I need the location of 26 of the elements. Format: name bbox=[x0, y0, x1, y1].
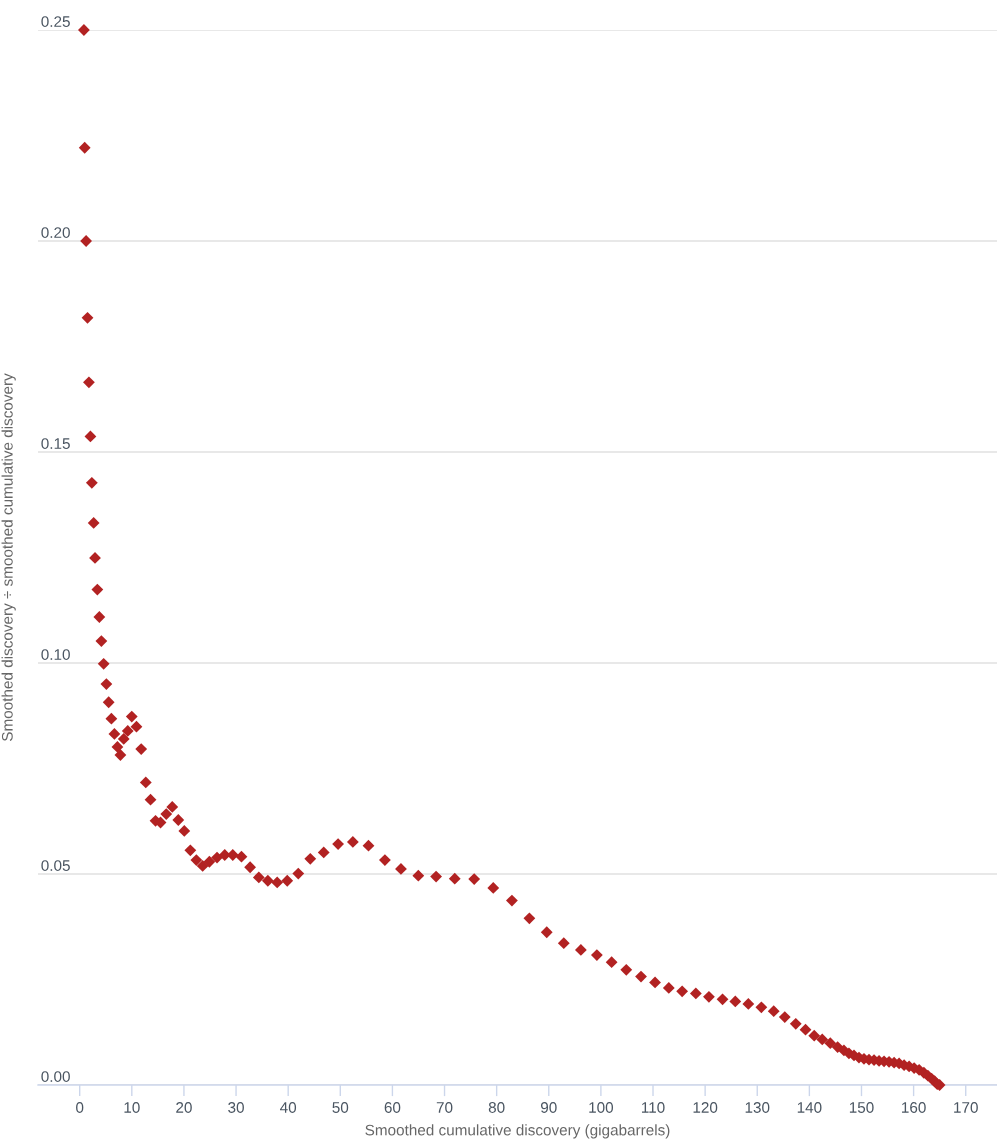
x-tick-label: 50 bbox=[332, 1102, 349, 1113]
y-tick-label: 0.00 bbox=[41, 1071, 70, 1082]
x-tick-label: 80 bbox=[488, 1102, 505, 1113]
x-tick-label: 150 bbox=[849, 1102, 874, 1113]
x-tick-label: 90 bbox=[540, 1102, 557, 1113]
x-tick-label: 120 bbox=[693, 1102, 718, 1113]
x-tick-label: 40 bbox=[280, 1102, 297, 1113]
x-tick-label: 110 bbox=[642, 1102, 665, 1113]
x-axis-title: Smoothed cumulative discovery (gigabarrels) bbox=[365, 1124, 670, 1139]
x-tick-label: 160 bbox=[902, 1102, 926, 1113]
x-tick-label: 60 bbox=[384, 1102, 401, 1113]
y-tick-label: 0.25 bbox=[41, 16, 70, 27]
x-tick-label: 0 bbox=[76, 1102, 84, 1113]
x-tick-label: 20 bbox=[176, 1102, 192, 1113]
x-tick-label: 130 bbox=[745, 1102, 770, 1113]
x-tick-label: 170 bbox=[954, 1102, 978, 1113]
y-tick-label: 0.15 bbox=[41, 438, 70, 449]
x-tick-label: 30 bbox=[228, 1102, 244, 1113]
x-tick-label: 140 bbox=[797, 1102, 822, 1113]
x-tick-label: 100 bbox=[589, 1102, 614, 1113]
y-tick-label: 0.10 bbox=[41, 649, 70, 660]
x-tick-label: 70 bbox=[436, 1102, 453, 1113]
x-tick-label: 10 bbox=[124, 1102, 140, 1113]
y-tick-label: 0.05 bbox=[41, 860, 70, 871]
y-tick-label: 0.20 bbox=[41, 227, 70, 238]
y-axis-title: Smoothed discovery ÷ smoothed cumulative discovery bbox=[1, 373, 16, 742]
